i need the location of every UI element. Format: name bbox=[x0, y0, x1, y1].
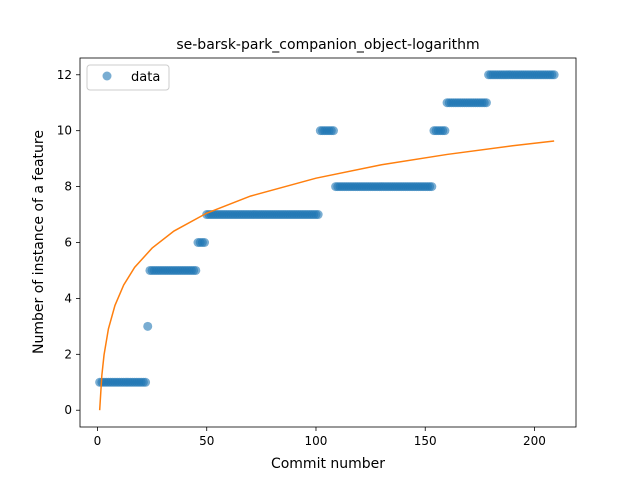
data-point bbox=[313, 210, 323, 220]
x-tick-label: 200 bbox=[523, 434, 546, 448]
data-point bbox=[200, 238, 210, 247]
data-point bbox=[191, 265, 201, 275]
data-point bbox=[549, 70, 559, 80]
y-tick-label: 8 bbox=[64, 180, 72, 194]
y-tick-label: 0 bbox=[64, 403, 72, 417]
x-axis: 0 50 100 150 200 bbox=[94, 427, 546, 448]
data-point bbox=[440, 126, 450, 136]
data-point bbox=[141, 377, 151, 387]
y-tick-label: 2 bbox=[64, 347, 72, 361]
legend-box bbox=[86, 64, 170, 91]
y-axis-label: Number of instance of a feature bbox=[31, 130, 47, 354]
x-tick-label: 0 bbox=[94, 434, 102, 448]
y-tick-label: 10 bbox=[57, 124, 72, 138]
y-tick-label: 4 bbox=[64, 291, 72, 305]
x-tick-label: 50 bbox=[199, 434, 214, 448]
x-tick-label: 100 bbox=[305, 434, 328, 448]
data-point bbox=[427, 182, 437, 192]
x-axis-label: Commit number bbox=[271, 456, 385, 472]
data-point bbox=[481, 98, 491, 108]
data-series bbox=[95, 70, 559, 387]
legend: data bbox=[86, 64, 170, 91]
y-tick-label: 6 bbox=[64, 236, 72, 250]
legend-marker-data bbox=[102, 71, 112, 81]
plot-area bbox=[95, 70, 559, 411]
chart-title: se-barsk-park_companion_object-logarithm bbox=[176, 37, 479, 53]
axes-frame bbox=[79, 57, 577, 428]
data-point bbox=[143, 321, 153, 331]
y-tick-label: 12 bbox=[57, 68, 72, 82]
legend-label-data: data bbox=[131, 70, 160, 85]
x-tick-label: 150 bbox=[414, 434, 437, 448]
y-axis: 0 2 4 6 8 10 12 bbox=[57, 68, 80, 417]
fit-curve bbox=[98, 140, 555, 411]
data-point bbox=[328, 126, 338, 136]
